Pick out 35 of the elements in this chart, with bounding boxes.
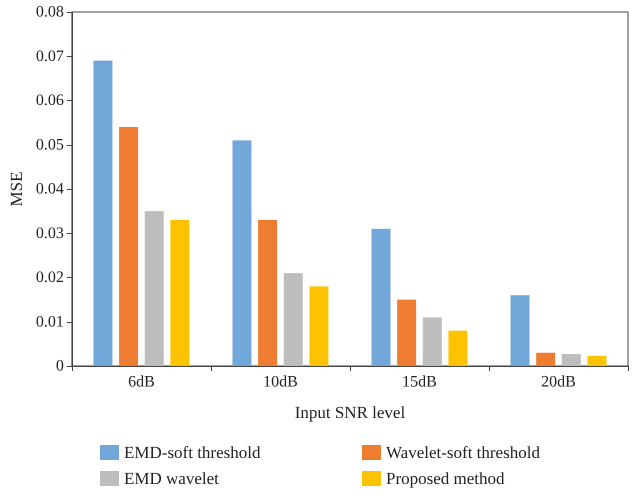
bar xyxy=(371,228,390,366)
bar xyxy=(397,300,416,366)
y-tick-label: 0.08 xyxy=(36,4,64,20)
bar xyxy=(170,220,190,366)
y-tick-label: 0.04 xyxy=(36,180,64,198)
y-tick-label: 0.05 xyxy=(36,136,64,154)
bar xyxy=(562,354,581,366)
x-axis-title: Input SNR level xyxy=(294,403,406,422)
bar xyxy=(119,127,138,366)
bar xyxy=(144,211,164,366)
legend-label: Wavelet-soft threshold xyxy=(386,443,540,462)
bar xyxy=(284,273,303,366)
y-axis-title: MSE xyxy=(7,172,26,206)
legend-label: EMD wavelet xyxy=(124,469,220,488)
bar xyxy=(510,295,530,366)
bar xyxy=(309,286,328,366)
bar xyxy=(258,220,278,366)
bar xyxy=(422,317,442,366)
bar xyxy=(587,356,606,366)
x-tick-label: 10dB xyxy=(263,374,298,390)
x-tick-label: 15dB xyxy=(402,374,437,390)
y-tick-label: 0.03 xyxy=(36,224,64,242)
x-tick-label: 6dB xyxy=(128,374,155,390)
y-tick-label: 0 xyxy=(56,358,64,374)
legend-label: EMD-soft threshold xyxy=(124,443,261,462)
y-tick-label: 0.07 xyxy=(36,48,64,65)
y-tick-label: 0.02 xyxy=(36,269,64,286)
y-tick-label: 0.06 xyxy=(36,92,64,109)
legend-label: Proposed method xyxy=(386,469,506,488)
bar xyxy=(93,60,112,366)
bar xyxy=(448,330,468,366)
bar xyxy=(232,140,252,366)
y-tick-label: 0.01 xyxy=(36,313,64,330)
bar xyxy=(536,352,556,366)
x-tick-label: 20dB xyxy=(541,374,576,390)
